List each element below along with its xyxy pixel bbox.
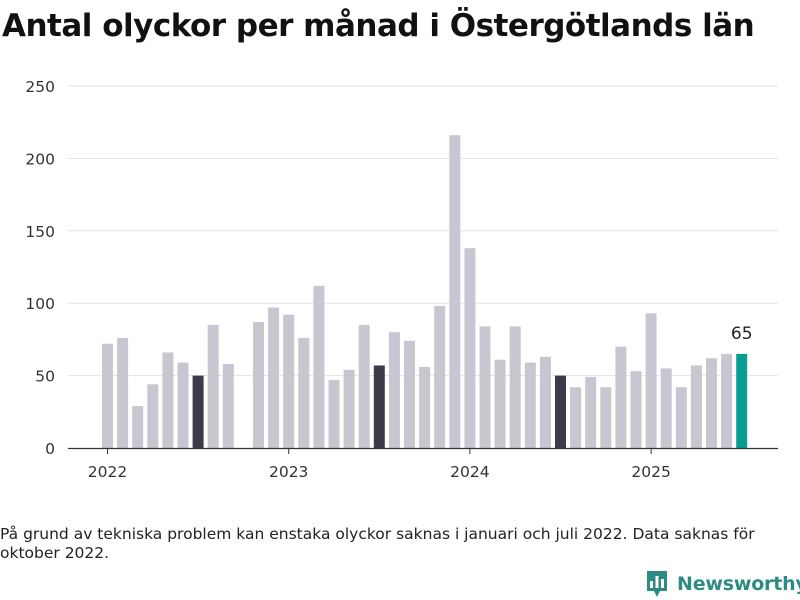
- bar: [585, 377, 597, 448]
- bar: [132, 406, 144, 448]
- bar: [177, 362, 189, 448]
- bar: [298, 337, 310, 448]
- bar: [283, 314, 295, 448]
- bar: [449, 135, 461, 448]
- x-tick-label: 2025: [631, 463, 670, 481]
- bar: [207, 324, 219, 448]
- newsworthy-logo[interactable]: Newsworthy: [645, 568, 800, 600]
- bar: [570, 387, 582, 448]
- y-tick-label: 0: [45, 440, 55, 458]
- bar: [555, 375, 566, 448]
- bar: [117, 337, 129, 448]
- bar: [706, 358, 717, 448]
- y-tick-label: 50: [35, 368, 55, 386]
- bar: [721, 353, 733, 448]
- bar: [524, 362, 536, 448]
- x-tick-label: 2024: [450, 463, 489, 481]
- bar: [222, 364, 234, 448]
- bar: [615, 346, 627, 448]
- footnote: På grund av tekniska problem kan enstaka…: [0, 525, 755, 562]
- bar: [434, 306, 446, 448]
- bar: [253, 322, 264, 448]
- bar: [645, 313, 657, 448]
- bar: [102, 343, 113, 448]
- bar: [192, 375, 204, 448]
- x-tick-label: 2023: [269, 463, 308, 481]
- newsworthy-logo-icon: [647, 571, 667, 597]
- bar: [388, 332, 400, 448]
- bar: [162, 352, 174, 448]
- bar: [630, 371, 642, 448]
- bar: [328, 379, 340, 448]
- bar: [343, 369, 355, 448]
- bar: [313, 285, 325, 448]
- brand-name: Newsworthy: [677, 573, 800, 595]
- y-tick-label: 150: [25, 223, 55, 241]
- bar: [660, 368, 672, 448]
- bar: [464, 248, 476, 448]
- bar: [373, 365, 385, 448]
- bar: [404, 340, 415, 448]
- y-tick-label: 200: [25, 150, 55, 168]
- bar: [358, 324, 370, 448]
- chart-title: Antal olyckor per månad i Östergötlands …: [2, 8, 755, 44]
- bar: [675, 387, 687, 448]
- y-tick-label: 100: [25, 295, 55, 313]
- bar: [600, 387, 612, 448]
- bar: [479, 326, 491, 448]
- x-tick-label: 2022: [88, 463, 127, 481]
- bar: [736, 353, 748, 448]
- bar-chart: 0 50 100 150 200 250 65 2022 2023 2024 2025: [25, 78, 778, 481]
- bar: [690, 365, 702, 448]
- data-label: 65: [731, 324, 753, 344]
- bar: [539, 356, 551, 448]
- bar: [147, 384, 159, 448]
- bar: [419, 366, 431, 448]
- y-tick-label: 250: [25, 78, 55, 96]
- bar: [268, 307, 280, 448]
- bar: [494, 359, 506, 448]
- bar: [509, 326, 521, 448]
